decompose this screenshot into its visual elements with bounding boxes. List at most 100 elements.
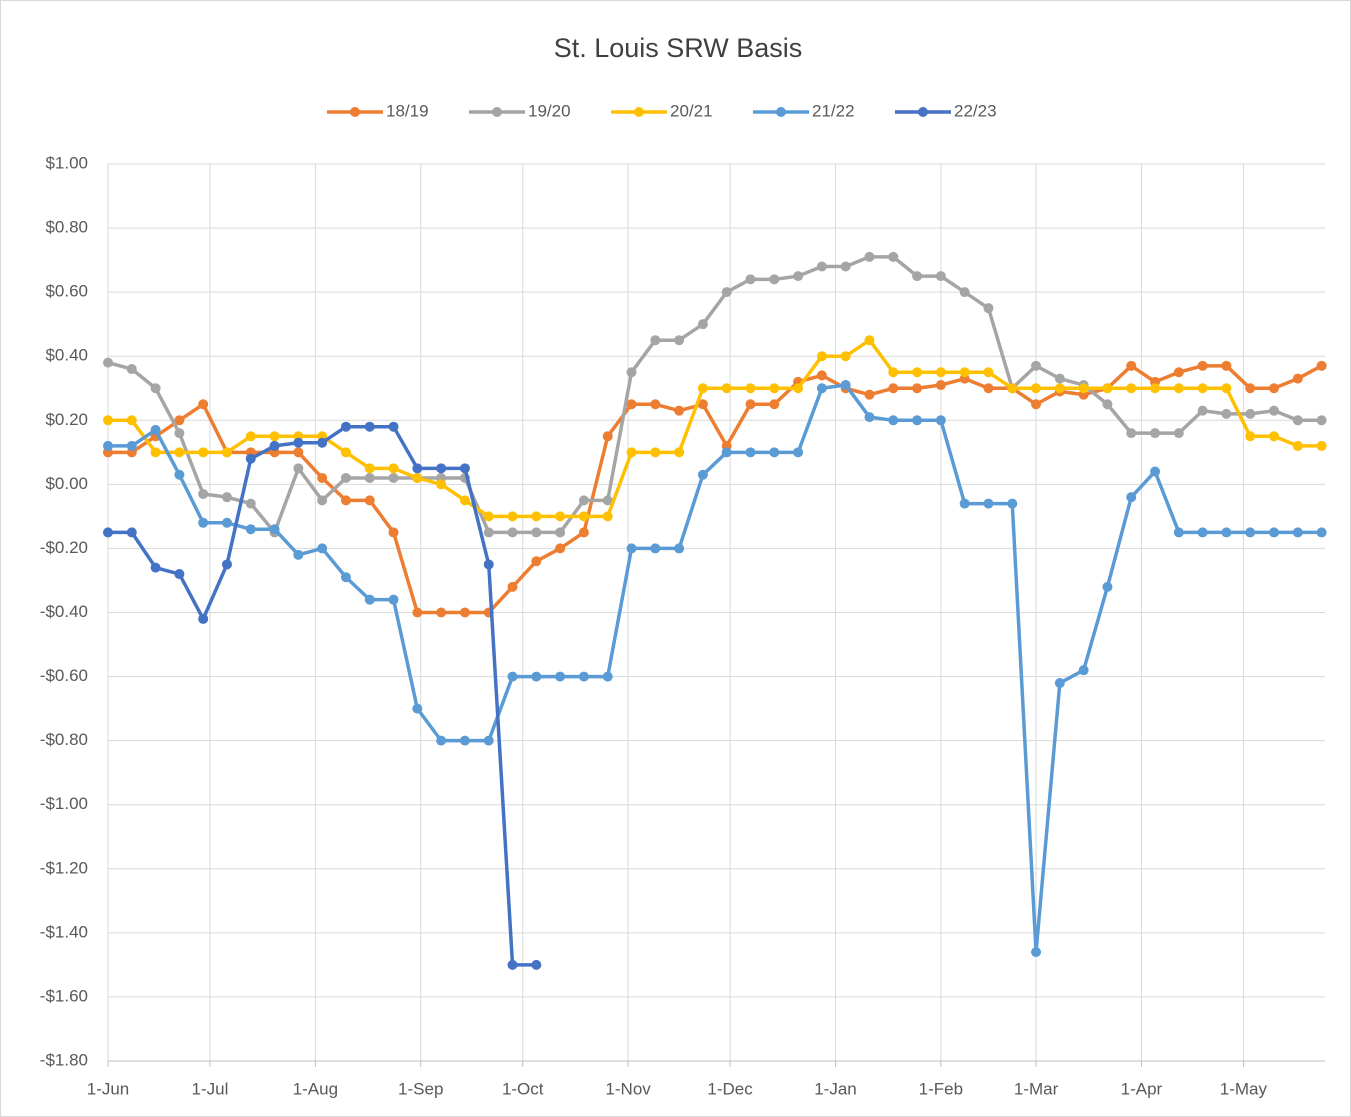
series-marker — [198, 517, 209, 528]
series-marker — [935, 367, 946, 378]
series-marker — [745, 383, 756, 394]
series-marker — [436, 479, 447, 490]
series-marker — [245, 453, 256, 464]
series-marker — [459, 735, 470, 746]
series-marker — [721, 447, 732, 458]
series-marker — [388, 421, 399, 432]
series-marker — [864, 412, 875, 423]
series-marker — [317, 495, 328, 506]
series-marker — [840, 261, 851, 272]
series-marker — [1197, 527, 1208, 538]
series-marker — [198, 447, 209, 458]
series-marker — [650, 399, 661, 410]
series-marker — [1102, 581, 1113, 592]
y-tick-label: -$1.80 — [40, 1050, 88, 1069]
series-marker — [174, 569, 185, 580]
series-marker — [745, 447, 756, 458]
series-marker — [483, 511, 494, 522]
x-tick-label: 1-Aug — [293, 1079, 338, 1098]
y-tick-label: -$1.40 — [40, 922, 88, 941]
series-marker — [1292, 373, 1303, 384]
series-marker — [864, 335, 875, 346]
series-marker — [983, 498, 994, 509]
series-marker — [769, 274, 780, 285]
series-marker — [198, 613, 209, 624]
series-marker — [150, 383, 161, 394]
series-marker — [364, 495, 375, 506]
legend-marker — [492, 107, 502, 117]
series-marker — [340, 495, 351, 506]
series-marker — [198, 488, 209, 499]
y-tick-label: -$0.60 — [40, 666, 88, 685]
series-marker — [340, 421, 351, 432]
series-marker — [1316, 440, 1327, 451]
series-marker — [674, 447, 685, 458]
legend-label: 21/22 — [812, 101, 855, 120]
series-marker — [912, 383, 923, 394]
series-line — [107, 255, 1322, 535]
series-marker — [150, 424, 161, 435]
series-marker — [912, 415, 923, 426]
legend-marker — [350, 107, 360, 117]
series-marker — [1031, 360, 1042, 371]
series-marker — [317, 472, 328, 483]
series-marker — [1078, 383, 1089, 394]
series-marker — [1173, 383, 1184, 394]
series-marker — [697, 469, 708, 480]
series-marker — [1316, 415, 1327, 426]
series-marker — [888, 251, 899, 262]
series-marker — [1173, 367, 1184, 378]
series-marker — [864, 389, 875, 400]
series-marker — [1078, 665, 1089, 676]
y-tick-label: -$1.00 — [40, 794, 88, 813]
series-marker — [412, 607, 423, 618]
series-marker — [1150, 383, 1161, 394]
series-marker — [626, 399, 637, 410]
legend-label: 20/21 — [670, 101, 713, 120]
series-marker — [602, 671, 613, 682]
series-marker — [697, 319, 708, 330]
series-marker — [935, 380, 946, 391]
series-marker — [793, 383, 804, 394]
series-marker — [103, 415, 113, 426]
series-marker — [555, 671, 566, 682]
series-marker — [245, 431, 256, 442]
series-marker — [1150, 466, 1161, 477]
x-tick-label: 1-Nov — [605, 1079, 651, 1098]
series-line — [108, 338, 1322, 519]
series-marker — [459, 495, 470, 506]
series-marker — [1126, 428, 1137, 439]
x-tick-label: 1-Sep — [398, 1079, 443, 1098]
legend-label: 19/20 — [528, 101, 571, 120]
series-marker — [816, 351, 827, 362]
series-marker — [745, 274, 756, 285]
series-marker — [507, 959, 518, 970]
series-marker — [1007, 498, 1018, 509]
series-marker — [935, 415, 946, 426]
series-marker — [1269, 431, 1280, 442]
series-marker — [578, 511, 589, 522]
series-marker — [126, 364, 137, 375]
chart-title: St. Louis SRW Basis — [554, 33, 803, 63]
series-marker — [602, 431, 613, 442]
series-marker — [1102, 383, 1113, 394]
series-marker — [174, 447, 185, 458]
series-marker — [1031, 947, 1042, 958]
series-marker — [364, 472, 375, 483]
legend-marker — [634, 107, 644, 117]
series-marker — [769, 383, 780, 394]
series-marker — [174, 469, 185, 480]
series-marker — [840, 351, 851, 362]
series-marker — [531, 671, 542, 682]
legend-label: 22/23 — [954, 101, 997, 120]
series-marker — [483, 559, 494, 570]
x-tick-label: 1-May — [1220, 1079, 1268, 1098]
series-marker — [1316, 527, 1327, 538]
series-marker — [1031, 383, 1042, 394]
series-marker — [340, 472, 351, 483]
x-tick-label: 1-Mar — [1014, 1079, 1059, 1098]
series-marker — [317, 437, 328, 448]
series-marker — [1126, 383, 1137, 394]
x-tick-label: 1-Oct — [502, 1079, 544, 1098]
x-tick-label: 1-Jun — [87, 1079, 130, 1098]
